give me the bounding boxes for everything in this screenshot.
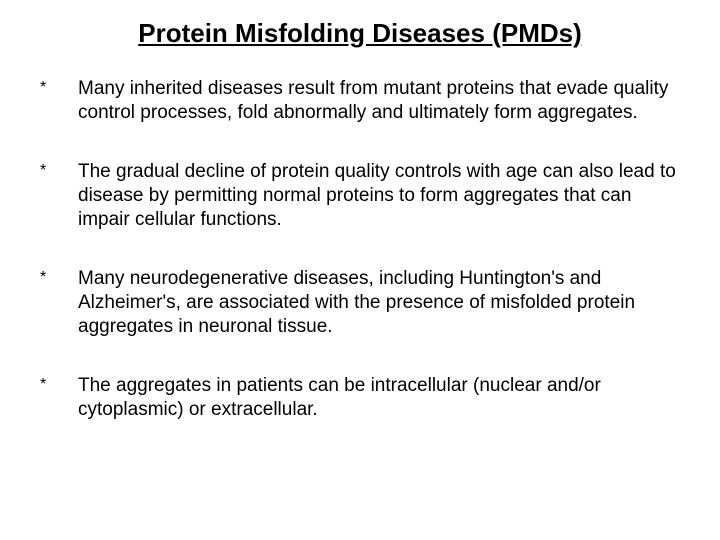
bullet-text: The aggregates in patients can be intrac… <box>78 374 680 423</box>
bullet-text: Many inherited diseases result from muta… <box>78 77 680 126</box>
list-item: * The aggregates in patients can be intr… <box>40 374 680 423</box>
bullet-mark: * <box>40 160 78 182</box>
bullet-text: Many neurodegenerative diseases, includi… <box>78 267 680 340</box>
list-item: * Many inherited diseases result from mu… <box>40 77 680 126</box>
bullet-text: The gradual decline of protein quality c… <box>78 160 680 233</box>
page-title: Protein Misfolding Diseases (PMDs) <box>40 18 680 49</box>
bullet-mark: * <box>40 267 78 289</box>
bullet-mark: * <box>40 77 78 99</box>
list-item: * Many neurodegenerative diseases, inclu… <box>40 267 680 340</box>
list-item: * The gradual decline of protein quality… <box>40 160 680 233</box>
bullet-mark: * <box>40 374 78 396</box>
